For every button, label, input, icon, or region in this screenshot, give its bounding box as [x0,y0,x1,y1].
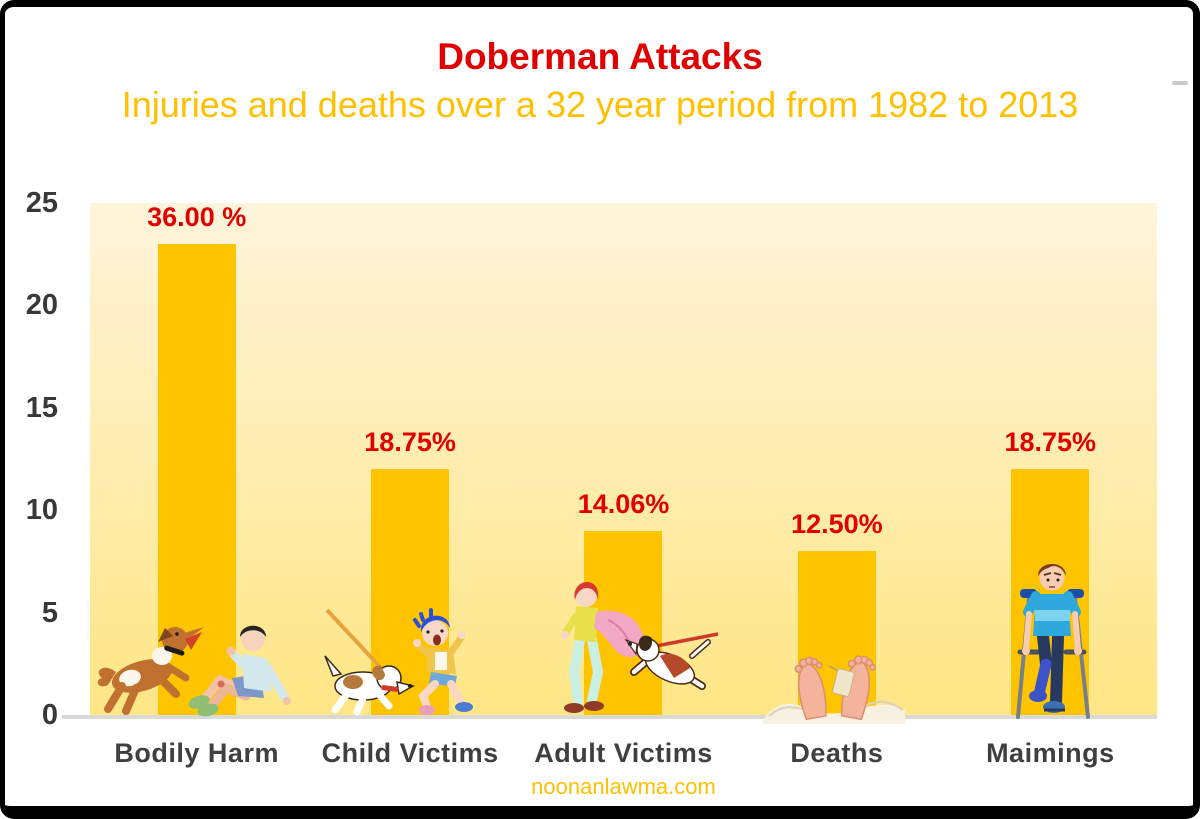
data-label-maimings: 18.75% [1004,427,1097,458]
x-axis-category-labels: Bodily Harm Child Victims Adult Victims … [90,738,1157,769]
y-axis-tick-label: 10 [25,494,58,527]
data-label-deaths: 12.50% [791,509,883,540]
chart-subtitle: Injuries and deaths over a 32 year perio… [121,84,1079,125]
y-axis-tick-label: 20 [25,289,58,322]
category-label-adult-victims: Adult Victims [534,738,713,768]
y-axis-tick-label: 15 [25,391,58,424]
watermark-text: noonanlawma.com [531,774,716,799]
data-label-adult-victims: 14.06% [577,488,670,519]
dog-attacking-seated-man-illustration [92,612,297,720]
category-label-child-victims: Child Victims [321,738,499,768]
window-resize-dash-icon [1172,81,1188,85]
dog-pulling-woman-jacket-illustration [552,572,720,725]
bar-slot-child-victims: 18.75% [303,203,516,715]
category-label-maimings: Maimings [986,738,1115,768]
man-on-crutches-leg-cast-illustration [998,556,1106,724]
y-axis-tick-label: 0 [41,699,58,731]
x-axis-baseline [62,715,1157,719]
chart-title: Doberman Attacks [437,36,763,77]
data-label-child-victims: 18.75% [364,427,456,458]
category-label-bodily-harm: Bodily Harm [114,738,279,768]
y-axis-tick-label: 25 [25,187,58,219]
y-axis-tick-label: 5 [41,596,58,629]
morgue-feet-toe-tag-illustration [763,632,905,724]
category-label-deaths: Deaths [790,738,884,768]
dog-chasing-child-illustration [323,606,485,719]
data-label-bodily-harm: 36.00 % [147,201,247,232]
